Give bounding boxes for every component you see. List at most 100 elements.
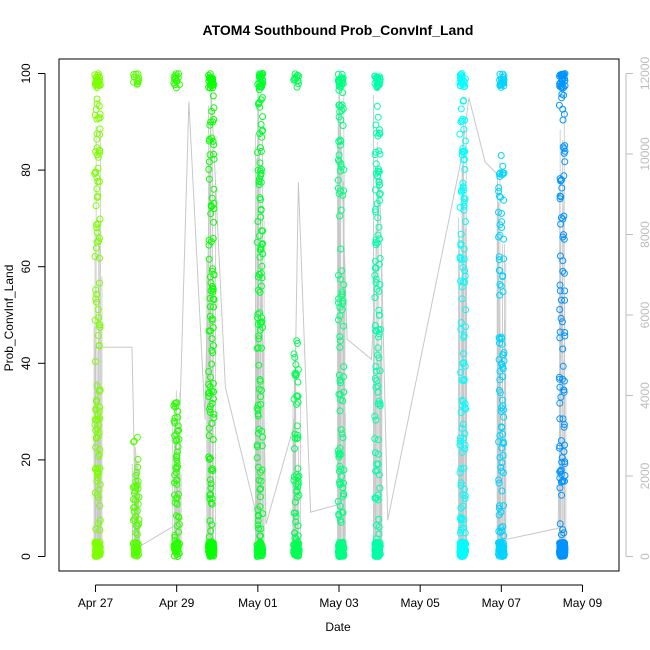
data-point (559, 116, 567, 124)
data-point (210, 141, 218, 149)
data-point (256, 74, 263, 81)
data-point (206, 454, 214, 462)
data-point (95, 519, 103, 527)
data-point (255, 525, 263, 532)
data-point (257, 546, 265, 554)
data-point (461, 218, 469, 226)
data-point (561, 158, 569, 166)
data-point (207, 202, 215, 209)
data-point (335, 467, 343, 475)
data-point (557, 539, 565, 547)
data-point (96, 279, 103, 287)
data-point (495, 550, 503, 558)
data-point (460, 206, 468, 214)
data-point (255, 332, 263, 340)
data-point (499, 162, 507, 170)
data-point (96, 464, 104, 472)
data-point (207, 484, 215, 492)
data-point (557, 252, 564, 260)
data-point (92, 74, 100, 82)
data-point (495, 479, 503, 487)
data-point (556, 520, 564, 528)
data-point (556, 399, 564, 407)
data-point (254, 443, 261, 451)
data-point (96, 125, 104, 133)
data-point (372, 206, 379, 213)
data-point (208, 521, 216, 529)
data-point (555, 101, 563, 109)
data-point (374, 113, 382, 121)
data-point (461, 165, 469, 173)
data-point (335, 453, 343, 461)
data-point (253, 344, 261, 352)
data-point (257, 121, 265, 128)
data-point (256, 377, 264, 385)
data-point (173, 452, 181, 460)
data-point (340, 479, 348, 487)
data-point (175, 426, 183, 434)
data-point (208, 360, 216, 368)
data-point (290, 76, 298, 84)
data-point (495, 438, 503, 446)
data-point (93, 224, 101, 232)
data-point (94, 164, 102, 172)
data-point (497, 528, 504, 536)
data-point (371, 375, 379, 382)
data-point (208, 495, 216, 503)
data-point (375, 223, 383, 231)
data-point (375, 260, 383, 268)
x-tick-label: May 05 (400, 596, 440, 610)
data-point (557, 470, 565, 478)
data-point (294, 434, 302, 442)
data-point (171, 414, 179, 422)
data-point (496, 81, 504, 89)
data-point (96, 538, 104, 546)
data-point (459, 81, 467, 88)
data-point (374, 388, 382, 396)
data-point (457, 465, 465, 473)
data-point (376, 367, 384, 375)
data-point (372, 279, 380, 286)
data-point (457, 319, 465, 327)
data-point (375, 147, 383, 155)
data-point (205, 327, 213, 335)
data-point (339, 322, 347, 330)
data-point (336, 539, 344, 547)
data-point (495, 511, 503, 519)
data-point (207, 79, 215, 87)
data-point (497, 360, 505, 368)
data-point (457, 230, 465, 238)
y2-tick-label: 12000 (638, 56, 650, 90)
data-point (95, 321, 103, 329)
data-point (134, 522, 142, 530)
data-point (336, 407, 344, 415)
data-point (205, 533, 213, 541)
data-point (457, 240, 465, 248)
data-point (210, 150, 218, 158)
data-point (205, 158, 213, 166)
data-point (340, 388, 348, 396)
data-point (373, 367, 380, 375)
data-point (372, 416, 380, 424)
data-point (556, 484, 564, 492)
data-point (173, 522, 181, 530)
data-point (460, 255, 468, 263)
data-point (205, 393, 213, 401)
data-point (255, 99, 263, 107)
data-point (258, 386, 265, 394)
data-point (372, 327, 380, 334)
data-point (338, 288, 346, 296)
data-point (560, 74, 568, 82)
data-point (500, 406, 507, 414)
data-point (376, 190, 384, 198)
data-point (461, 362, 469, 370)
data-point (92, 295, 100, 303)
data-point (210, 296, 218, 304)
x-tick-label: May 03 (319, 596, 359, 610)
data-point (336, 343, 344, 351)
data-point (496, 367, 504, 375)
data-point (372, 521, 380, 529)
data-point (173, 456, 181, 464)
data-point (91, 170, 99, 178)
y-tick-label: 20 (19, 453, 33, 467)
